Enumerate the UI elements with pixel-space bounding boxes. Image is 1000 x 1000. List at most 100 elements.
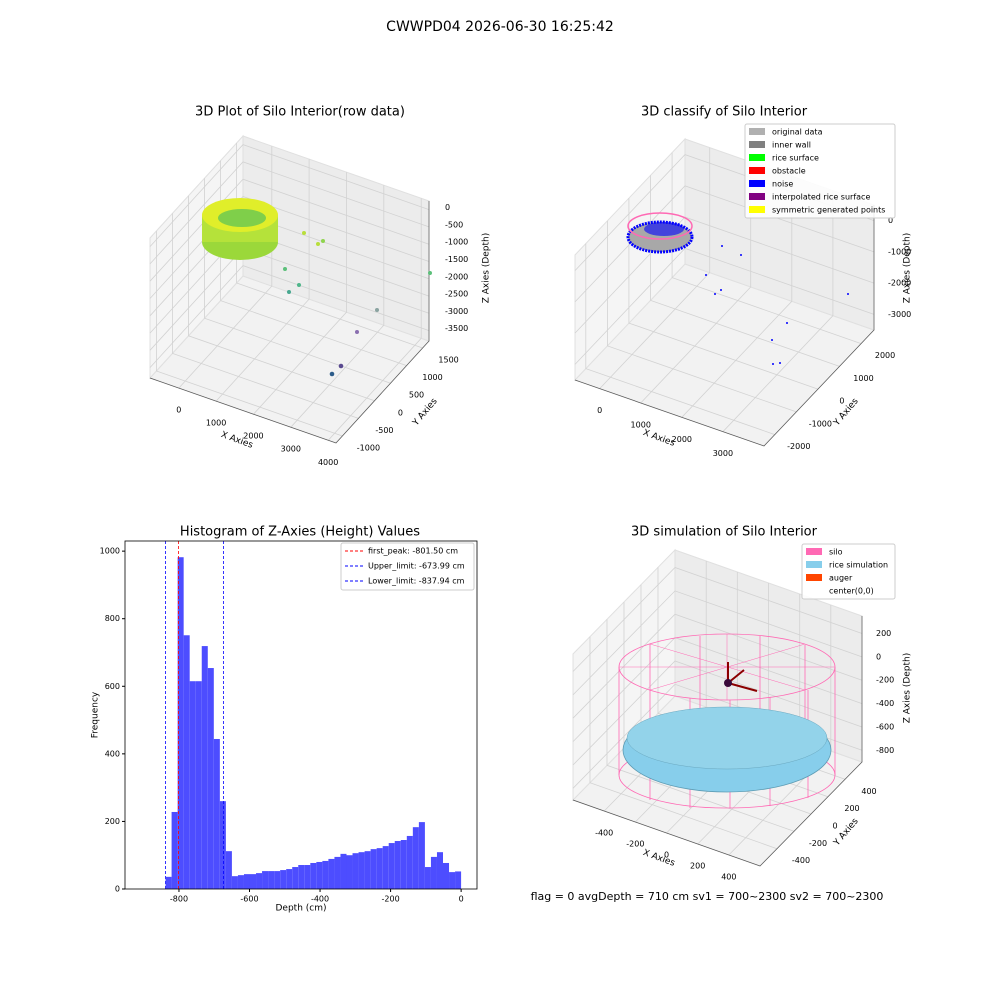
grid-line bbox=[671, 152, 862, 344]
plot2-cloud bbox=[626, 212, 849, 365]
annotation: flag = 0 avgDepth = 710 cm sv1 = 700~230… bbox=[531, 890, 884, 903]
plot-frame bbox=[124, 540, 478, 890]
bar bbox=[231, 876, 238, 889]
y-tick-label: 200 bbox=[844, 804, 859, 813]
grid-line bbox=[149, 178, 430, 282]
bar bbox=[334, 856, 341, 889]
bar bbox=[436, 852, 443, 889]
grid-line bbox=[188, 195, 375, 402]
legend-swatch bbox=[749, 206, 765, 213]
bar bbox=[370, 849, 377, 889]
legend-swatch bbox=[749, 167, 765, 174]
bar bbox=[268, 871, 275, 889]
legend-label: auger bbox=[829, 574, 853, 583]
subplot-title: 3D classify of Silo Interior bbox=[641, 105, 808, 120]
bar bbox=[442, 862, 450, 889]
legend-swatch bbox=[749, 180, 765, 187]
y-tick-label: 400 bbox=[105, 749, 120, 758]
legend-label: first_peak: -801.50 cm bbox=[368, 547, 458, 556]
z-tick-label: 0 bbox=[876, 652, 881, 661]
x-tick-label: 2000 bbox=[243, 432, 263, 441]
legend-swatch bbox=[749, 128, 765, 135]
bar bbox=[412, 827, 419, 889]
bar bbox=[340, 853, 347, 889]
grid-line bbox=[253, 172, 347, 415]
outlier-point bbox=[321, 239, 325, 243]
bar bbox=[310, 862, 317, 889]
x-tick-label: 3000 bbox=[713, 449, 733, 458]
cloud-inner bbox=[644, 222, 684, 236]
legend-box bbox=[744, 123, 896, 219]
outlier-point bbox=[338, 363, 344, 369]
legend-swatch bbox=[806, 561, 822, 568]
grid-line bbox=[149, 161, 430, 265]
legend-label: center(0,0) bbox=[829, 587, 874, 596]
bar bbox=[364, 851, 371, 889]
y-tick-label: -2000 bbox=[787, 442, 810, 451]
axis-line bbox=[574, 205, 875, 447]
x-tick-label: 200 bbox=[690, 862, 705, 871]
z-tick-label: -1000 bbox=[445, 238, 468, 247]
outlier-point bbox=[355, 330, 359, 334]
bar bbox=[237, 875, 244, 889]
y-tick-label: -1000 bbox=[809, 419, 832, 428]
y-tick-label: -200 bbox=[809, 839, 827, 848]
z-tick-label: 0 bbox=[445, 203, 450, 212]
center-point bbox=[724, 679, 732, 687]
z-tick-label: 200 bbox=[876, 629, 891, 638]
bar bbox=[382, 846, 389, 889]
axis-line bbox=[149, 201, 430, 444]
y-tick-label: 800 bbox=[105, 614, 120, 623]
bar bbox=[376, 848, 383, 889]
grid-line bbox=[572, 613, 863, 719]
noise-point bbox=[847, 293, 849, 295]
z-tick-label: -200 bbox=[876, 676, 894, 685]
legend-swatch bbox=[749, 154, 765, 161]
x-tick-label: 0 bbox=[176, 406, 181, 415]
axis-label: X Axies bbox=[641, 848, 676, 869]
bar bbox=[304, 865, 311, 889]
grid-line bbox=[599, 147, 711, 389]
x-tick-label: -800 bbox=[170, 895, 188, 904]
y-tick-label: 1500 bbox=[438, 356, 458, 365]
axis-label: Z Axies (Depth) bbox=[903, 653, 913, 724]
legend-label: Lower_limit: -837.94 cm bbox=[368, 577, 465, 586]
cloud-rim bbox=[627, 212, 693, 240]
y-tick-label: -400 bbox=[792, 856, 810, 865]
legend-swatch bbox=[806, 574, 822, 581]
axis-label: Z Axies (Depth) bbox=[903, 233, 913, 304]
x-tick-label: 0 bbox=[664, 851, 669, 860]
bar bbox=[256, 873, 263, 889]
bar bbox=[201, 646, 208, 889]
legend-swatch bbox=[749, 141, 765, 148]
legend-label: inner wall bbox=[772, 141, 811, 150]
legend-label: rice surface bbox=[772, 154, 819, 163]
bar bbox=[424, 867, 431, 889]
grid-line bbox=[572, 660, 863, 766]
bar bbox=[346, 855, 353, 889]
z-tick-label: -2500 bbox=[445, 290, 468, 299]
noise-point bbox=[779, 362, 781, 364]
z-tick-label: -500 bbox=[445, 220, 463, 229]
bar bbox=[394, 841, 401, 889]
bar bbox=[449, 872, 456, 889]
legend-label: interpolated rice surface bbox=[772, 193, 870, 202]
noise-point bbox=[772, 363, 774, 365]
z-tick-label: -400 bbox=[876, 699, 894, 708]
bar bbox=[274, 871, 281, 889]
legend-label: symmetric generated points bbox=[772, 206, 885, 215]
grid-line bbox=[572, 590, 863, 696]
bar bbox=[400, 840, 407, 889]
grid-line bbox=[327, 198, 422, 441]
noise-point bbox=[705, 274, 707, 276]
grid-line bbox=[149, 196, 430, 299]
z-tick-label: 0 bbox=[888, 216, 893, 225]
z-tick-label: -3000 bbox=[445, 307, 468, 316]
y-tick-label: 200 bbox=[105, 817, 120, 826]
legend-label: Upper_limit: -673.99 cm bbox=[368, 562, 465, 571]
z-tick-label: -1500 bbox=[445, 255, 468, 264]
grid-line bbox=[572, 567, 863, 672]
y-tick-label: 0 bbox=[832, 822, 837, 831]
x-tick-label: 400 bbox=[721, 873, 736, 882]
z-tick-label: -600 bbox=[876, 722, 894, 731]
